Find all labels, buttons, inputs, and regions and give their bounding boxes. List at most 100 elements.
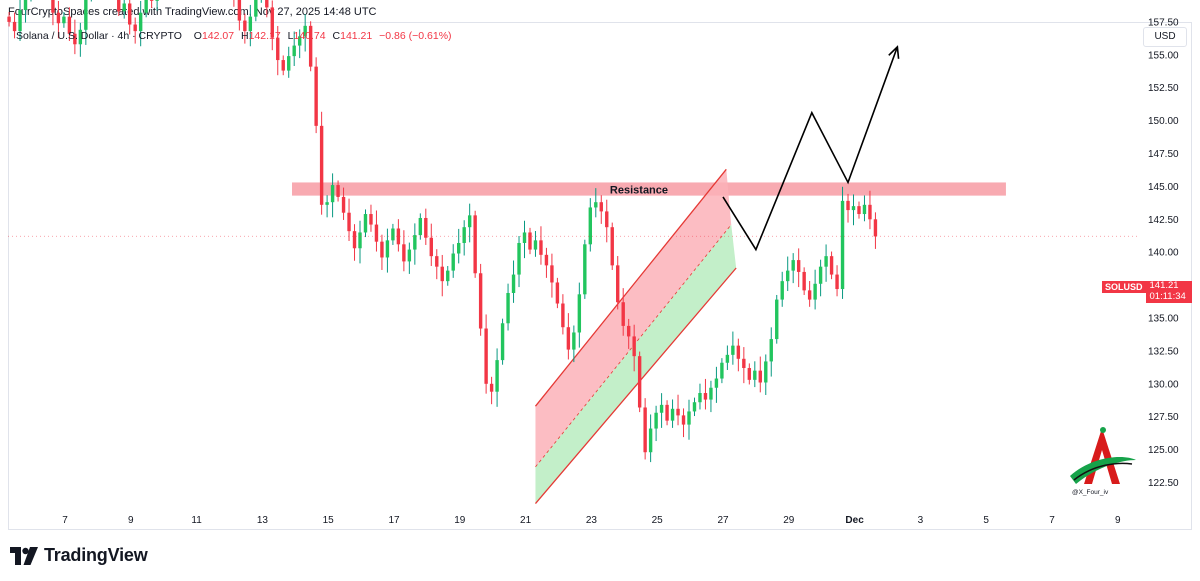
candle-body	[385, 240, 390, 258]
symbol-title[interactable]: Solana / U.S. Dollar · 4h · CRYPTO	[16, 30, 182, 42]
candle	[681, 408, 686, 438]
currency-button[interactable]: USD	[1143, 27, 1187, 47]
candle-body	[846, 200, 850, 211]
candle	[769, 327, 773, 377]
candle-body	[742, 358, 746, 369]
candle	[714, 366, 719, 403]
candle	[122, 0, 126, 19]
y-tick-label: 145.00	[1148, 182, 1179, 193]
candle	[621, 288, 625, 336]
candle	[539, 226, 543, 265]
candle	[347, 198, 351, 242]
candle-body	[709, 387, 713, 400]
candle-body	[621, 302, 625, 326]
candle-body	[287, 56, 291, 71]
candle	[561, 294, 565, 335]
candle-body	[495, 360, 499, 392]
candle	[144, 0, 148, 18]
candle-body	[489, 383, 494, 392]
candle	[807, 281, 812, 307]
candle	[7, 12, 11, 27]
candle-body	[616, 265, 620, 303]
candle-body	[692, 402, 697, 412]
resistance-label: Resistance	[610, 185, 668, 197]
candle	[528, 227, 532, 255]
candle-body	[583, 244, 587, 295]
candle	[248, 4, 253, 47]
candle	[138, 0, 143, 47]
x-tick-label: 25	[652, 515, 664, 526]
projection-line	[722, 46, 899, 252]
candle-body	[254, 0, 258, 17]
price-tag-price: 141.21	[1149, 280, 1179, 291]
candle	[62, 12, 66, 28]
candle-body	[632, 336, 636, 357]
candles	[7, 0, 1140, 463]
candle-body	[786, 270, 790, 282]
y-tick-label: 127.50	[1148, 412, 1179, 423]
x-tick-label: 23	[586, 515, 598, 526]
candle	[555, 277, 560, 309]
candle	[687, 399, 691, 440]
candle-body	[840, 200, 845, 290]
low-value: 140.74	[293, 30, 326, 42]
candle	[319, 111, 324, 215]
candle	[233, 0, 235, 7]
candle	[791, 253, 795, 284]
candle-body	[605, 211, 609, 228]
candle-body	[670, 408, 675, 421]
x-axis: 7 9 11 13 15 17 19 21 23 25 27 29 Dec 3 5 7 9	[62, 515, 1121, 526]
x-tick-label: 27	[717, 515, 729, 526]
candle	[402, 230, 406, 272]
candle	[796, 248, 801, 288]
y-tick-label: 132.50	[1148, 346, 1179, 357]
x-tick-label: 17	[388, 515, 400, 526]
candle	[260, 0, 262, 3]
candle-body	[292, 45, 296, 57]
candle-body	[566, 327, 571, 350]
candle-body	[747, 368, 752, 380]
channel-upper-line	[534, 168, 727, 407]
candle-body	[330, 185, 335, 203]
candle-body	[347, 212, 351, 232]
candle	[846, 193, 850, 223]
candle-body	[325, 202, 329, 205]
candle	[709, 380, 713, 413]
tradingview-wordmark: TradingView	[44, 545, 148, 565]
price-tag-value: 141.21 01:11:34	[1145, 280, 1192, 303]
candle-body	[435, 256, 439, 267]
candle-body	[407, 249, 412, 262]
candle-body	[769, 339, 773, 362]
candle	[352, 224, 357, 261]
y-tick-label: 155.00	[1148, 50, 1179, 61]
candle-body	[539, 240, 543, 255]
candle-body	[725, 354, 730, 363]
price-tag-symbol: SOLUSD	[1102, 281, 1146, 293]
symbol-legend: Solana / U.S. Dollar · 4h · CRYPTO O142.…	[16, 30, 452, 42]
candle-body	[67, 16, 72, 34]
candle-body	[18, 10, 22, 32]
channel-upper-zone	[535, 169, 732, 467]
x-tick-label: 7	[1049, 515, 1055, 526]
candle-body	[369, 214, 373, 225]
candle	[517, 236, 521, 288]
candle-body	[813, 283, 817, 300]
tradingview-logo[interactable]: TradingView	[10, 545, 148, 566]
candle	[308, 21, 313, 72]
candle-body	[753, 370, 757, 380]
candle-body	[237, 0, 242, 21]
candle	[369, 204, 373, 232]
candle	[341, 187, 346, 220]
candle-body	[122, 3, 126, 12]
candle	[857, 201, 861, 219]
y-tick-label: 157.50	[1148, 17, 1179, 28]
candle	[78, 22, 83, 57]
candle-body	[561, 303, 565, 328]
candle	[742, 347, 746, 384]
candle	[243, 13, 247, 44]
candle-body	[588, 207, 593, 245]
candle-body	[659, 404, 664, 413]
candle	[873, 212, 878, 249]
x-tick-label: 21	[520, 515, 532, 526]
